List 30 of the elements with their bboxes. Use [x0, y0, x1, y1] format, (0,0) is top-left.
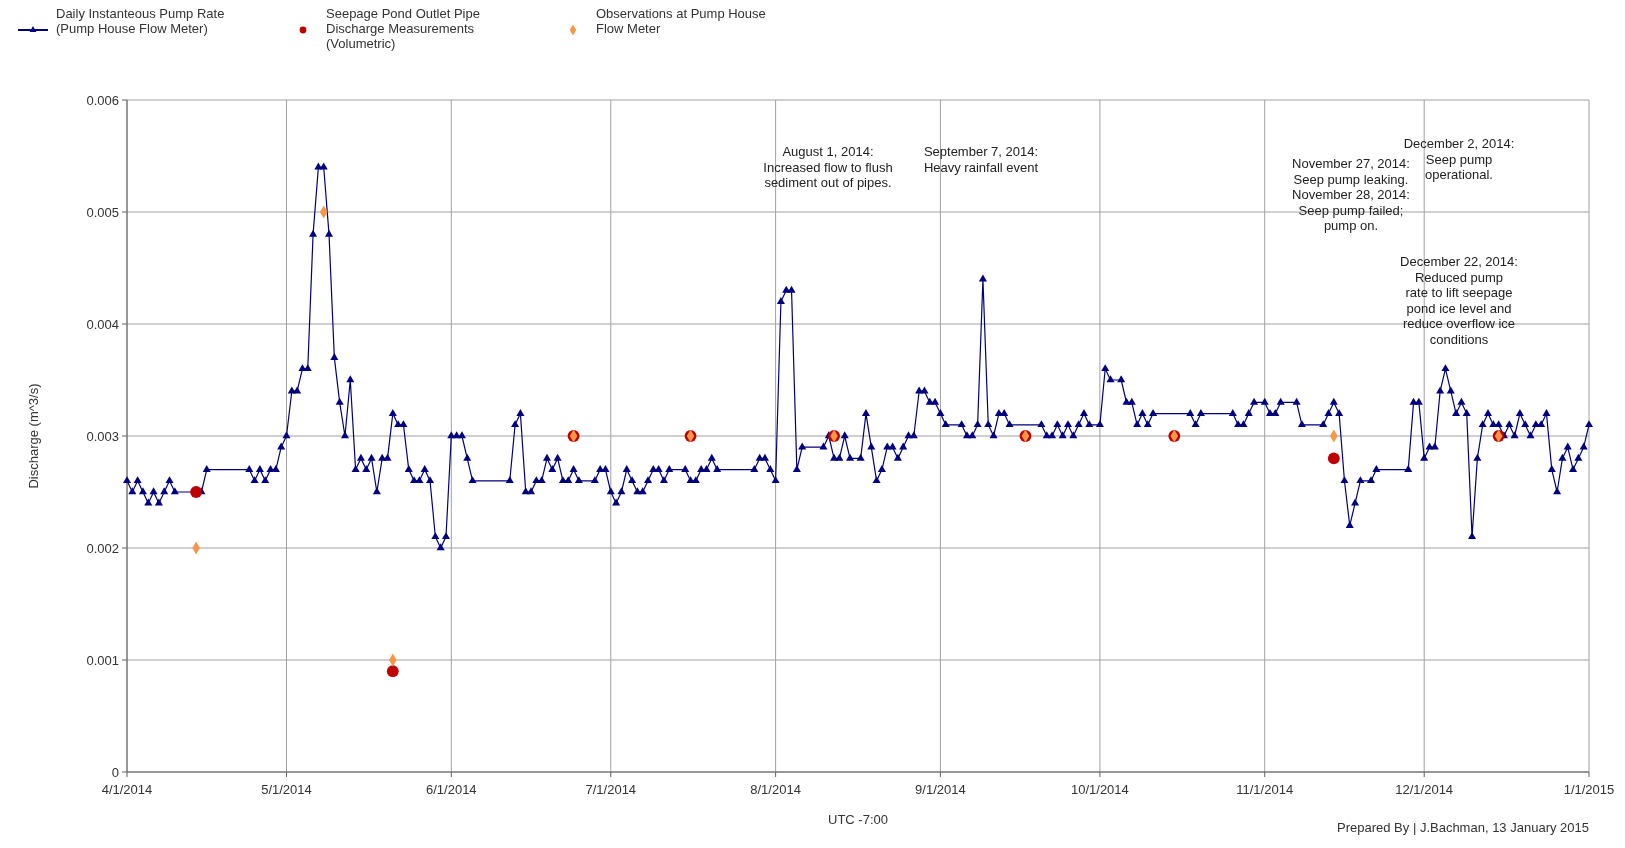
point — [190, 486, 203, 498]
x-tick-label: 8/1/2014 — [750, 782, 801, 797]
annotation: August 1, 2014: Increased flow to flush sediment out of pipes. — [763, 144, 893, 190]
x-tick-label: 1/1/2015 — [1563, 782, 1615, 797]
y-tick-label: 0.006 — [86, 92, 119, 108]
x-axis-title: UTC -7:00 — [828, 812, 888, 827]
x-tick-label: 7/1/2014 — [585, 782, 637, 797]
legend-label: Seepage Pond Outlet Pipe Discharge Measurements (Volumetric) — [326, 6, 480, 51]
annotation: September 7, 2014: Heavy rainfall event — [923, 144, 1039, 175]
y-tick-label: 0.002 — [86, 540, 119, 556]
y-axis-title: Discharge (m^3/s) — [26, 383, 41, 489]
legend-label: Daily Instanteous Pump Rate (Pump House Flow Meter) — [56, 6, 225, 36]
y-tick-label: 0.001 — [86, 652, 119, 668]
x-tick-label: 9/1/2014 — [915, 782, 966, 797]
y-tick-label: 0.003 — [86, 428, 119, 444]
y-tick-label: 0.005 — [86, 204, 119, 220]
annotation: November 27, 2014: Seep pump leaking. November 28, 2014: Seep pump failed; pump on. — [1292, 156, 1410, 233]
x-tick-label: 5/1/2014 — [261, 782, 312, 797]
point — [1327, 452, 1340, 465]
x-tick-label: 10/1/2014 — [1070, 782, 1129, 797]
legend-label: Observations at Pump House Flow Meter — [596, 6, 766, 36]
text: Prepared By | J.Bachman, 13 January 2015 — [1337, 820, 1589, 835]
x-tick-label: 11/1/2014 — [1236, 782, 1294, 797]
y-tick-label: 0 — [111, 764, 119, 780]
point — [386, 665, 399, 678]
x-tick-label: 4/1/2014 — [101, 782, 153, 797]
x-tick-label: 12/1/2014 — [1395, 782, 1454, 797]
x-tick-label: 6/1/2014 — [425, 782, 477, 797]
annotation: December 22, 2014: Reduced pump rate to lift seepage pond ice level and reduce overflow ice conditions — [1400, 254, 1518, 347]
y-tick-label: 0.004 — [86, 316, 119, 332]
